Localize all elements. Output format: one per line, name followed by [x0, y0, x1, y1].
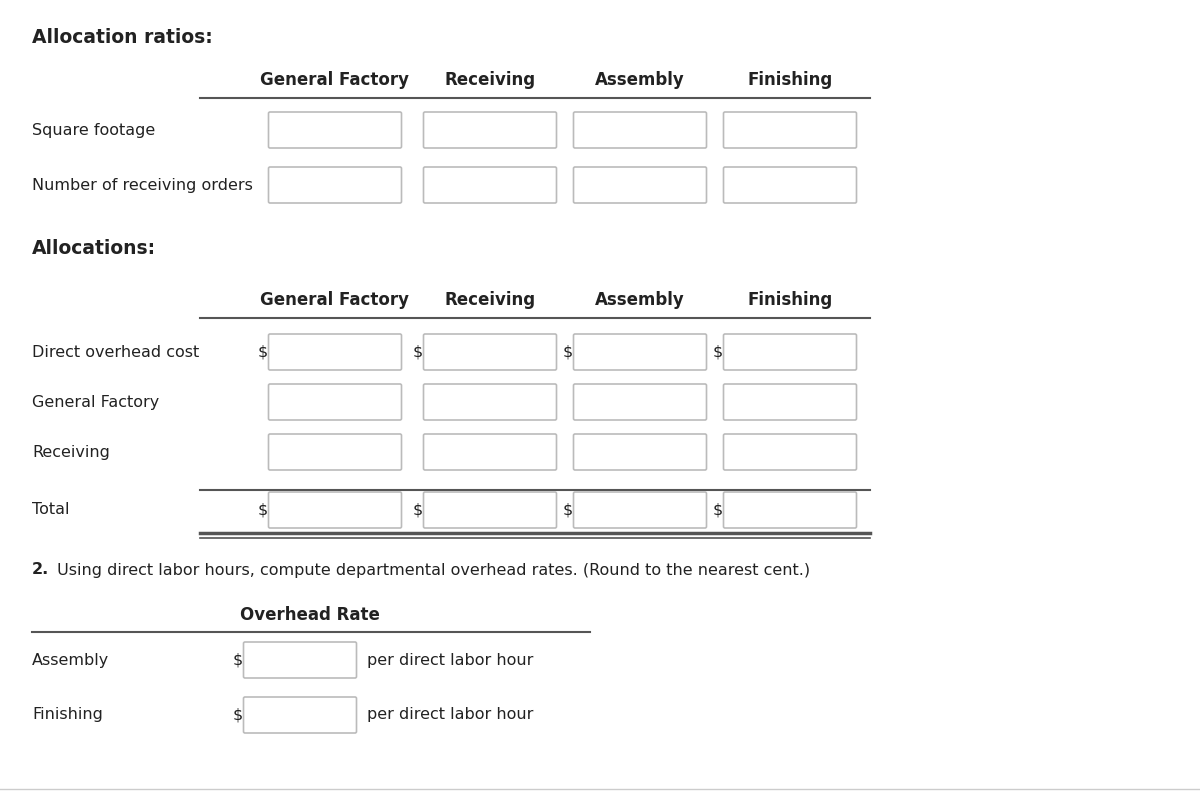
Text: Receiving: Receiving [32, 445, 110, 460]
Text: Finishing: Finishing [748, 71, 833, 89]
Text: 2.: 2. [32, 563, 49, 578]
FancyBboxPatch shape [424, 334, 557, 370]
FancyBboxPatch shape [574, 434, 707, 470]
Text: $: $ [258, 344, 268, 359]
FancyBboxPatch shape [724, 492, 857, 528]
Text: General Factory: General Factory [32, 395, 160, 410]
Text: Finishing: Finishing [748, 291, 833, 309]
FancyBboxPatch shape [424, 112, 557, 148]
Text: $: $ [413, 344, 424, 359]
FancyBboxPatch shape [424, 492, 557, 528]
FancyBboxPatch shape [269, 434, 402, 470]
Text: per direct labor hour: per direct labor hour [367, 708, 533, 723]
FancyBboxPatch shape [269, 112, 402, 148]
Text: Receiving: Receiving [444, 291, 535, 309]
Text: $: $ [713, 502, 722, 517]
FancyBboxPatch shape [269, 167, 402, 203]
Text: General Factory: General Factory [260, 291, 409, 309]
Text: $: $ [413, 502, 424, 517]
Text: Number of receiving orders: Number of receiving orders [32, 178, 253, 193]
FancyBboxPatch shape [574, 334, 707, 370]
FancyBboxPatch shape [574, 492, 707, 528]
Text: Square footage: Square footage [32, 123, 155, 138]
Text: Total: Total [32, 502, 70, 517]
Text: Overhead Rate: Overhead Rate [240, 606, 380, 624]
Text: Allocation ratios:: Allocation ratios: [32, 28, 212, 47]
FancyBboxPatch shape [424, 434, 557, 470]
FancyBboxPatch shape [269, 384, 402, 420]
Text: $: $ [233, 653, 242, 668]
Text: Assembly: Assembly [595, 291, 685, 309]
FancyBboxPatch shape [724, 334, 857, 370]
FancyBboxPatch shape [574, 167, 707, 203]
FancyBboxPatch shape [574, 384, 707, 420]
Text: Receiving: Receiving [444, 71, 535, 89]
FancyBboxPatch shape [424, 384, 557, 420]
Text: Assembly: Assembly [32, 653, 109, 668]
Text: $: $ [233, 708, 242, 723]
FancyBboxPatch shape [244, 697, 356, 733]
FancyBboxPatch shape [244, 642, 356, 678]
FancyBboxPatch shape [424, 167, 557, 203]
FancyBboxPatch shape [724, 112, 857, 148]
Text: Allocations:: Allocations: [32, 238, 156, 257]
Text: General Factory: General Factory [260, 71, 409, 89]
Text: $: $ [563, 344, 574, 359]
FancyBboxPatch shape [269, 334, 402, 370]
Text: Assembly: Assembly [595, 71, 685, 89]
FancyBboxPatch shape [574, 112, 707, 148]
Text: per direct labor hour: per direct labor hour [367, 653, 533, 668]
Text: Finishing: Finishing [32, 708, 103, 723]
Text: $: $ [713, 344, 722, 359]
Text: $: $ [258, 502, 268, 517]
Text: Direct overhead cost: Direct overhead cost [32, 344, 199, 359]
FancyBboxPatch shape [724, 434, 857, 470]
FancyBboxPatch shape [724, 384, 857, 420]
Text: $: $ [563, 502, 574, 517]
FancyBboxPatch shape [724, 167, 857, 203]
Text: Using direct labor hours, compute departmental overhead rates. (Round to the nea: Using direct labor hours, compute depart… [52, 563, 810, 578]
FancyBboxPatch shape [269, 492, 402, 528]
